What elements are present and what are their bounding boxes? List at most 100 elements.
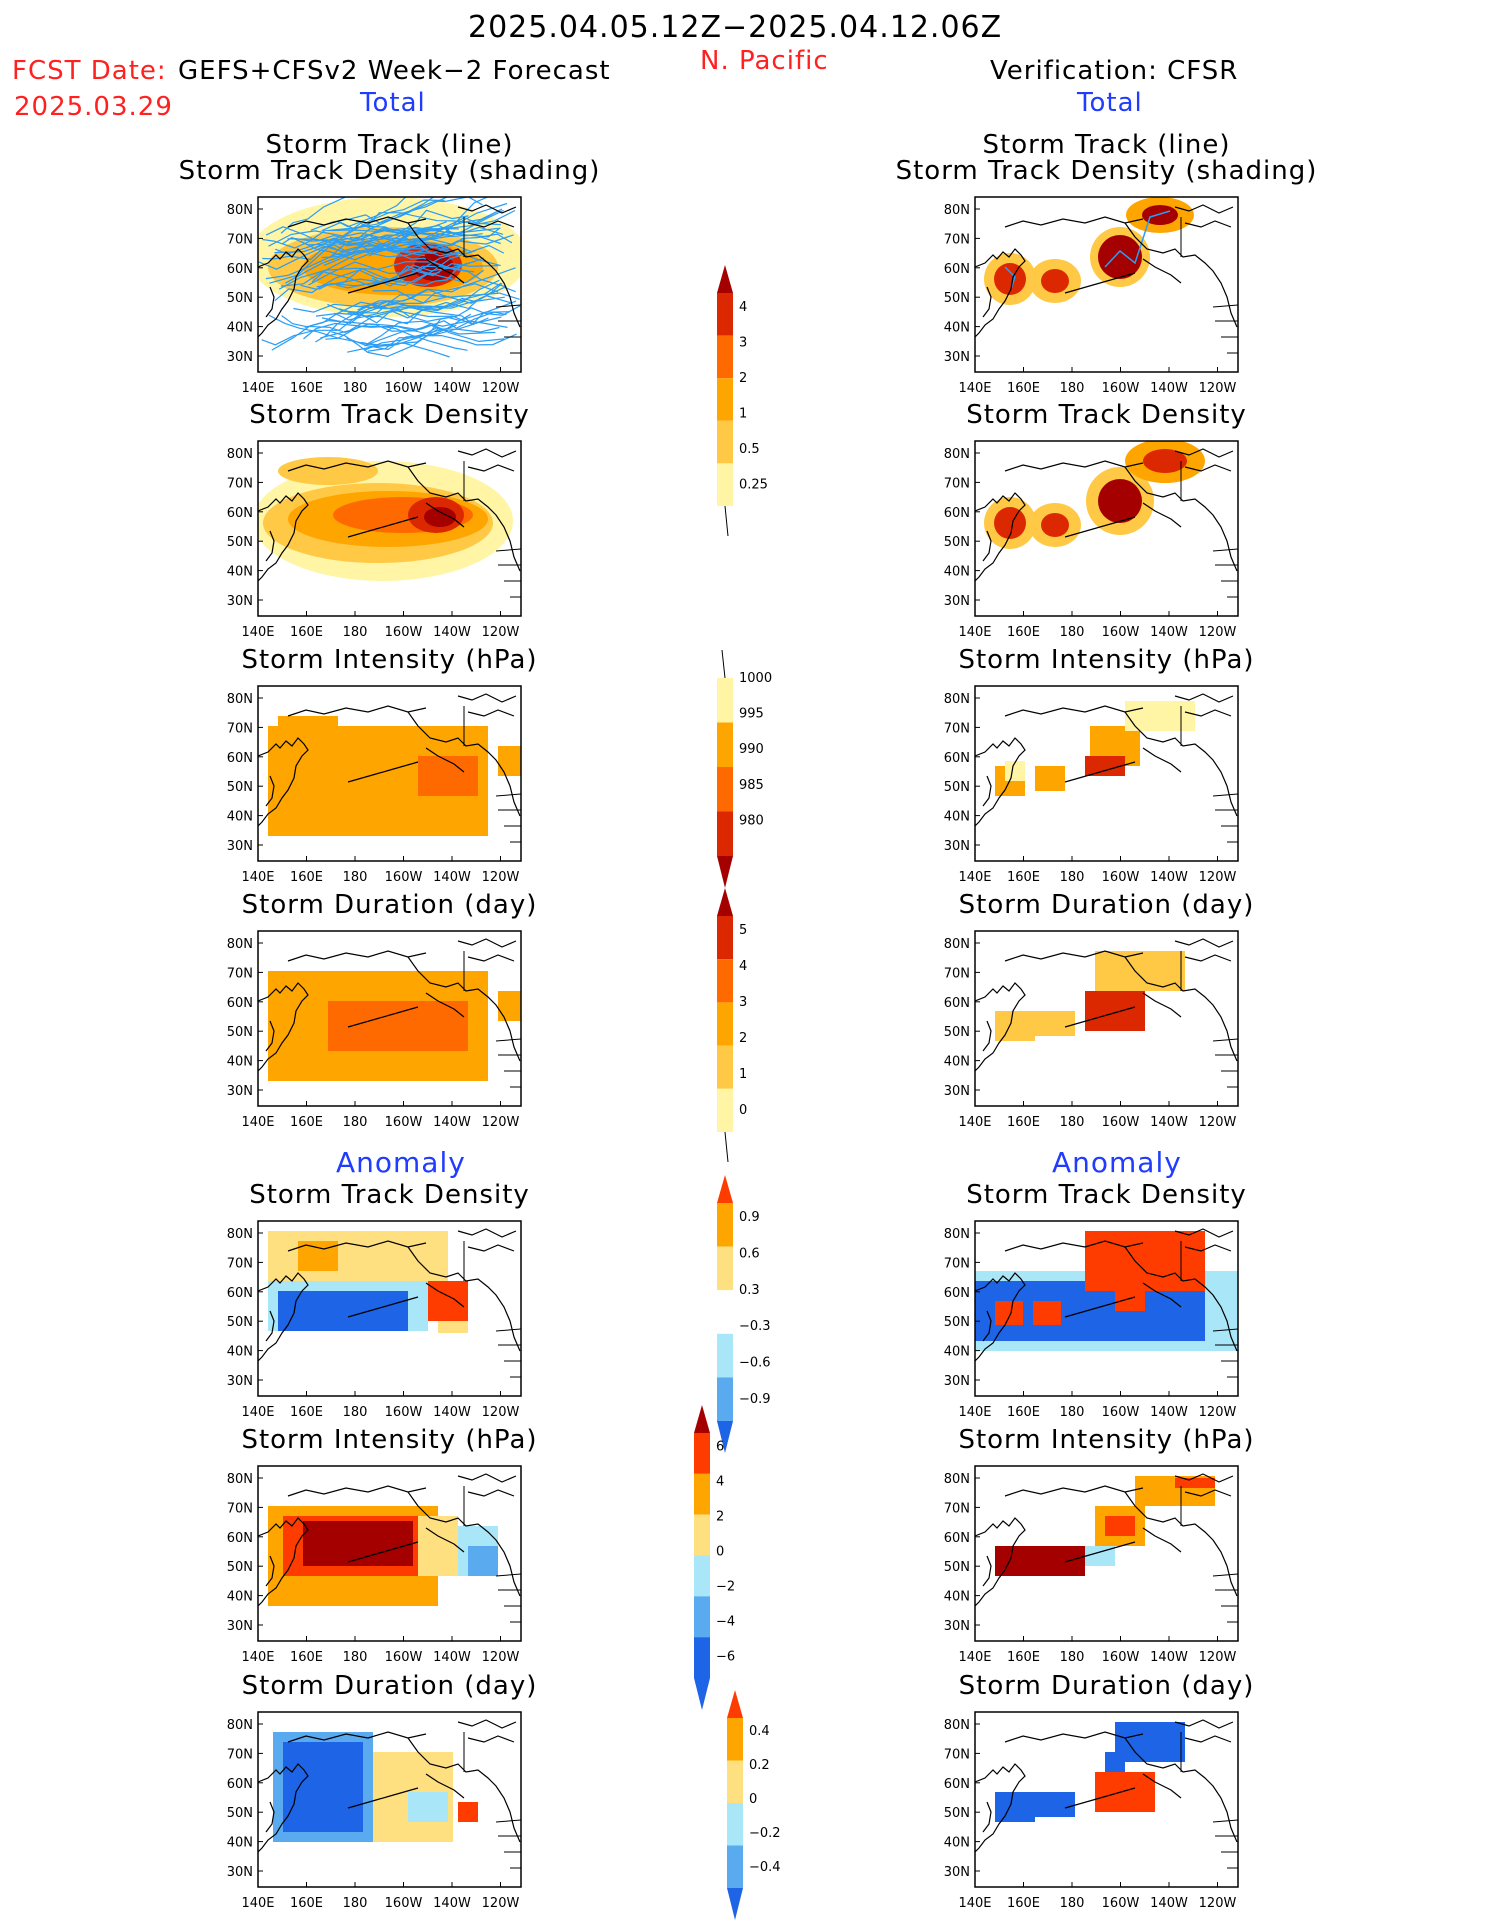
lon-tick-label: 140E [241,1650,274,1663]
lon-tick-label: 140E [241,1896,274,1909]
lon-tick-label: 140W [433,625,471,638]
lat-tick-label: 70N [944,1501,970,1516]
lat-tick-label: 60N [944,1777,970,1792]
storm-track-line [347,292,520,314]
lat-tick-label: 60N [227,1777,253,1792]
lat-tick-label: 40N [227,1055,253,1070]
lat-tick-label: 30N [227,1619,253,1634]
storm-track-line [1004,266,1016,290]
coastline [1174,1719,1234,1729]
coastline [982,286,992,318]
coastline [467,709,515,717]
border-line [1212,1038,1238,1042]
colorbar-label: 0.3 [739,1283,760,1298]
coastlines [258,1719,521,1869]
lat-tick-label: 40N [944,1345,970,1360]
colorbar-label: 6 [716,1440,724,1455]
shading-patch [994,263,1026,295]
lat-tick-label: 50N [944,291,970,306]
lon-tick-label: 140W [1150,870,1188,883]
lat-tick-label: 80N [227,447,253,462]
shading-field [984,441,1205,549]
shading-cell [1115,1281,1145,1311]
lon-tick-label: 140W [433,1650,471,1663]
shading-field [258,197,521,358]
colorbar-swatch [717,1002,733,1046]
map-panel-left-3: 140E 160E 180 160W 140W 120W 80N 70N 60N 50N 40N 30… [227,685,522,883]
shading-cell [458,1802,478,1822]
coastline [407,1246,521,1352]
storm-track-line [377,226,504,253]
shading-cell [995,1301,1023,1325]
lon-tick-label: 180 [1060,625,1085,638]
region-title: N. Pacific [700,46,829,76]
storm-track-line [308,260,476,286]
storm-track-line [363,305,521,351]
coastline [1004,1731,1144,1743]
coastlines [975,448,1238,598]
total-label-left: Total [360,88,426,118]
storm-track-line [293,282,502,313]
colorbar-label: 5 [739,923,747,938]
lon-tick-label: 140W [433,1896,471,1909]
coastline [1064,761,1136,783]
storm-track-line [337,197,407,228]
shading-cell [1035,1011,1075,1036]
lat-tick-label: 40N [944,1836,970,1851]
coastlines [975,693,1238,843]
lon-tick-label: 160E [1007,1405,1040,1418]
colorbar-2: 1000 995 990 985 980 [717,649,772,888]
shading-cell [1085,1546,1115,1566]
shading-cell [278,1291,408,1331]
coastline [1064,516,1136,538]
colorbar-swatch [694,1433,710,1474]
lon-tick-label: 180 [1060,870,1085,883]
panel-title-left-1: Storm Track (line) [265,130,514,160]
lat-tick-label: 30N [227,594,253,609]
shading-cell [995,1792,1035,1822]
lat-tick-label: 30N [227,839,253,854]
lon-tick-label: 140E [241,381,274,394]
coastline [975,1272,1026,1362]
panel-title-left-2: Storm Track Density [249,400,530,430]
coastlines [975,1473,1238,1623]
lon-tick-label: 180 [1060,1115,1085,1128]
colorbar-swatch [694,1596,710,1638]
coastline [1184,709,1232,717]
coastline [425,992,465,1018]
colorbar-swatch [717,722,733,767]
storm-track-line [258,243,434,270]
colorbar-label: 980 [739,813,764,828]
coastline [287,1731,427,1743]
storm-track-line [315,296,505,324]
colorbar-swatch [694,1637,710,1678]
coastline [425,1773,465,1799]
coastline [1184,1244,1232,1252]
map-panel-left-4: 140E 160E 180 160W 140W 120W 80N 70N 60N 50N 40N 30… [227,930,522,1128]
colorbar-tail [724,1131,729,1163]
storm-track-line [361,311,510,347]
colorbar-tip-bottom [717,856,733,888]
map-frame [974,440,1239,617]
colorbar-tip-bottom [717,1421,733,1453]
shading-cell [1125,701,1195,731]
lat-tick-label: 40N [944,565,970,580]
colorbar-label: 0.5 [739,442,760,457]
coastline [347,761,419,783]
colorbar-swatch [717,293,733,336]
lat-tick-label: 50N [227,780,253,795]
coastlines [258,938,521,1088]
colorbar-swatch [717,420,733,464]
coastline [1184,954,1232,962]
lat-tick-label: 70N [227,1747,253,1762]
colorbar-label: 3 [739,335,747,350]
map-panel-left-7: 140E 160E 180 160W 140W 120W 80N 70N 60N 50N 40N 30… [227,1711,522,1909]
shading-cell [418,1516,458,1576]
colorbar-swatch [727,1845,743,1888]
storm-track-line [280,241,450,287]
coastline [1064,1541,1136,1563]
colorbar-label: 0.9 [739,1210,760,1225]
shading-patch [1041,269,1069,293]
colorbar-label: 0.25 [739,477,768,492]
map-frame [974,1220,1239,1397]
